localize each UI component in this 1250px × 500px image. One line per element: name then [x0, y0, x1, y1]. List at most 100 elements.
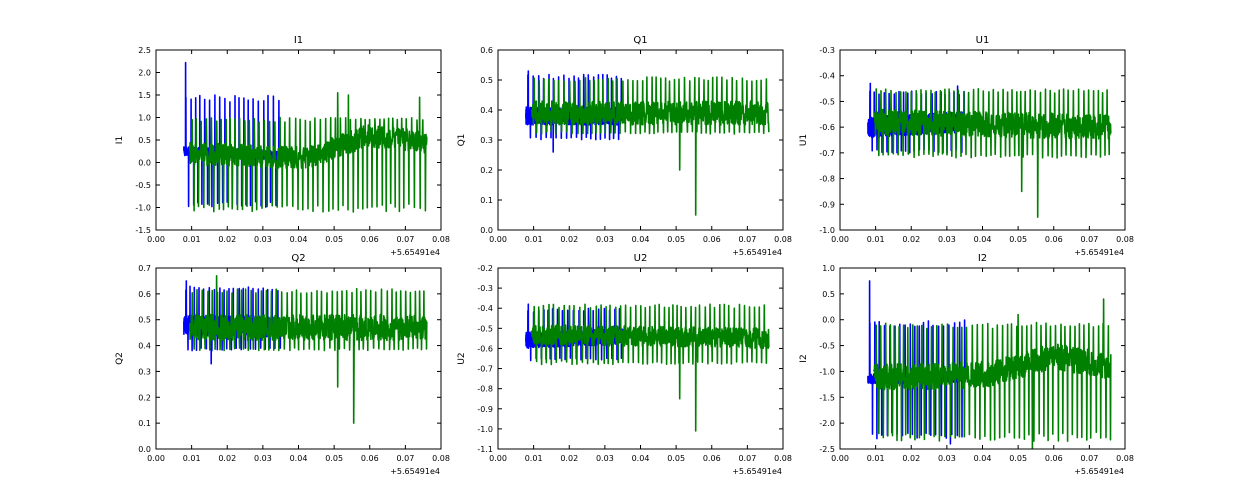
- x-tick-label: 0.01: [525, 454, 543, 463]
- x-tick-label: 0.00: [831, 235, 849, 244]
- x-tick-label: 0.05: [325, 454, 343, 463]
- y-tick-label: -1.0: [135, 204, 151, 213]
- subplot-Q2: 0.00 0.01 0.02 0.03 0.04 0.05 0.06 0.07 0.08 0.7 0…: [115, 253, 450, 476]
- y-axis-label: U1: [799, 134, 809, 146]
- y-tick-label: 0.5: [480, 76, 493, 85]
- y-tick-label: -1.5: [819, 393, 835, 402]
- y-tick-label: 2.0: [138, 69, 151, 78]
- x-tick-label: 0.00: [489, 454, 507, 463]
- x-tick-label: 0.01: [867, 235, 885, 244]
- x-tick-label: 0.03: [254, 454, 272, 463]
- y-axis-label: U2: [457, 352, 467, 364]
- x-tick-label: 0.02: [560, 235, 578, 244]
- subplot-title: I1: [294, 35, 303, 46]
- x-tick-label: 0.01: [525, 235, 543, 244]
- series-green-line: [531, 76, 770, 216]
- x-tick-label: 0.02: [218, 235, 236, 244]
- x-tick-label: 0.04: [290, 235, 308, 244]
- x-tick-label: 0.03: [254, 235, 272, 244]
- y-tick-label: -0.7: [819, 149, 835, 158]
- x-tick-label: 0.08: [774, 235, 792, 244]
- x-offset-label: +5.65491e4: [1074, 248, 1124, 257]
- y-tick-label: -0.4: [819, 72, 835, 81]
- y-tick-label: -0.3: [477, 284, 493, 293]
- x-offset-label: +5.65491e4: [732, 248, 782, 257]
- y-tick-label: 0.3: [480, 136, 493, 145]
- x-tick-label: 0.08: [1116, 235, 1134, 244]
- x-offset-label: +5.65491e4: [1074, 467, 1124, 476]
- x-tick-label: 0.07: [738, 235, 756, 244]
- y-tick-label: -0.3: [819, 46, 835, 55]
- x-tick-label: 0.06: [1045, 454, 1063, 463]
- subplot-I1: 0.00 0.01 0.02 0.03 0.04 0.05 0.06 0.07 0.08 2.5 2…: [115, 35, 450, 257]
- y-tick-label: 0.7: [138, 264, 151, 273]
- x-offset-label: +5.65491e4: [390, 467, 440, 476]
- series-green-line: [873, 298, 1112, 449]
- x-tick-label: 0.04: [974, 235, 992, 244]
- x-tick-label: 0.00: [147, 235, 165, 244]
- y-tick-label: 1.0: [822, 264, 835, 273]
- y-tick-label: -1.1: [477, 445, 493, 454]
- x-tick-label: 0.04: [632, 235, 650, 244]
- x-tick-label: 0.03: [596, 454, 614, 463]
- x-tick-label: 0.08: [774, 454, 792, 463]
- x-tick-label: 0.03: [596, 235, 614, 244]
- y-tick-label: 0.4: [138, 342, 151, 351]
- subplot-title: U2: [634, 253, 648, 264]
- x-tick-label: 0.05: [1009, 454, 1027, 463]
- subplot-U1: 0.00 0.01 0.02 0.03 0.04 0.05 0.06 0.07 0.08 -0.3…: [799, 35, 1134, 257]
- y-tick-label: 0.5: [138, 136, 151, 145]
- y-tick-label: -0.5: [135, 181, 151, 190]
- x-tick-label: 0.06: [361, 454, 379, 463]
- x-tick-label: 0.02: [560, 454, 578, 463]
- y-tick-label: 0.6: [138, 290, 151, 299]
- y-tick-label: 0.1: [138, 419, 151, 428]
- x-tick-label: 0.05: [667, 454, 685, 463]
- y-tick-label: 0.2: [480, 166, 493, 175]
- x-tick-label: 0.03: [938, 454, 956, 463]
- y-tick-label: 0.5: [822, 290, 835, 299]
- x-tick-label: 0.01: [183, 235, 201, 244]
- subplot-title: Q2: [291, 253, 305, 264]
- y-tick-label: -0.5: [819, 342, 835, 351]
- x-tick-label: 0.06: [703, 454, 721, 463]
- y-tick-label: -0.6: [477, 344, 493, 353]
- x-tick-label: 0.07: [1080, 454, 1098, 463]
- y-tick-label: 2.5: [138, 46, 151, 55]
- x-tick-label: 0.05: [1009, 235, 1027, 244]
- x-tick-label: 0.00: [831, 454, 849, 463]
- x-tick-label: 0.02: [902, 454, 920, 463]
- y-tick-label: -1.0: [819, 226, 835, 235]
- x-tick-label: 0.00: [147, 454, 165, 463]
- subplot-title: U1: [976, 35, 990, 46]
- y-tick-label: 0.6: [480, 46, 493, 55]
- y-tick-label: -0.2: [477, 264, 493, 273]
- series-green-line: [189, 92, 428, 213]
- y-tick-label: -1.0: [819, 367, 835, 376]
- y-tick-label: 0.4: [480, 106, 493, 115]
- x-tick-label: 0.07: [396, 454, 414, 463]
- y-tick-label: 0.0: [480, 226, 493, 235]
- x-tick-label: 0.06: [1045, 235, 1063, 244]
- y-tick-label: -0.9: [477, 405, 493, 414]
- x-tick-label: 0.03: [938, 235, 956, 244]
- x-tick-label: 0.02: [218, 454, 236, 463]
- x-offset-label: +5.65491e4: [732, 467, 782, 476]
- y-axis-label: I2: [799, 354, 809, 362]
- x-tick-label: 0.05: [667, 235, 685, 244]
- x-tick-label: 0.08: [432, 235, 450, 244]
- x-offset-label: +5.65491e4: [390, 248, 440, 257]
- y-tick-label: 1.0: [138, 114, 151, 123]
- y-tick-label: -0.7: [477, 365, 493, 374]
- x-tick-label: 0.01: [867, 454, 885, 463]
- x-tick-label: 0.06: [703, 235, 721, 244]
- subplot-title: I2: [978, 253, 987, 264]
- series-green-line: [531, 303, 770, 432]
- y-tick-label: -2.0: [819, 419, 835, 428]
- subplot-U2: 0.00 0.01 0.02 0.03 0.04 0.05 0.06 0.07 0.08 -0.2…: [457, 253, 792, 476]
- x-tick-label: 0.06: [361, 235, 379, 244]
- y-tick-label: -0.8: [819, 175, 835, 184]
- x-tick-label: 0.01: [183, 454, 201, 463]
- subplot-title: Q1: [633, 35, 647, 46]
